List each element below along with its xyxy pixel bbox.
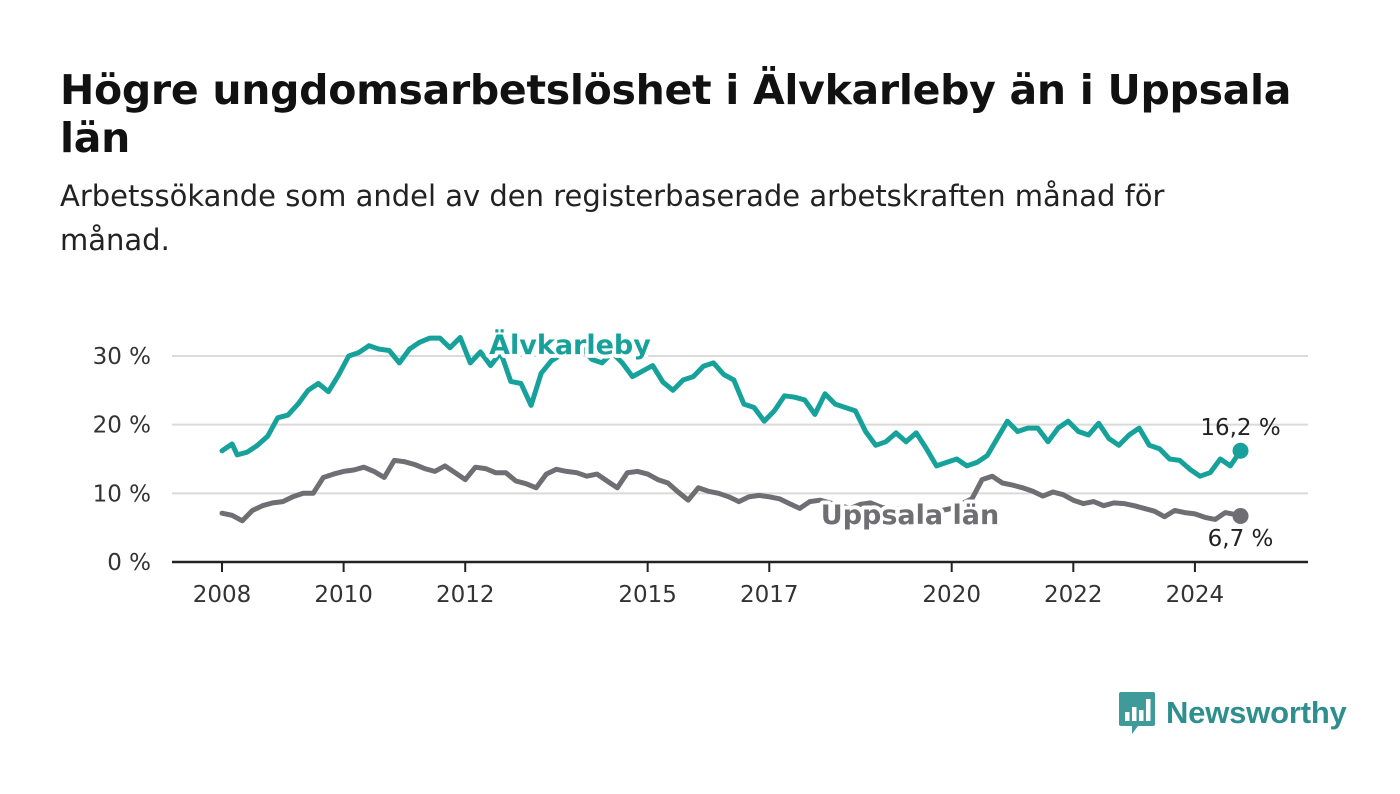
y-tick-label-20: 20 % [93,413,151,439]
y-tick-label-10: 10 % [93,481,151,507]
series-label-halo-alvkarleby: Älvkarleby [489,329,651,361]
x-tick-label-2012: 2012 [436,582,495,608]
x-tick-label-2015: 2015 [618,582,677,608]
x-tick-label-2008: 2008 [193,582,252,608]
x-tick-label-2010: 2010 [314,582,373,608]
y-tick-label-0: 0 % [107,550,151,576]
x-tick-label-2024: 2024 [1166,582,1225,608]
grid-lines [172,355,1308,564]
series-line-uppsala-lan [219,457,1243,524]
newsworthy-logo: Newsworthy [1118,690,1347,736]
x-tick-label-2017: 2017 [740,582,799,608]
x-tick-label-2020: 2020 [922,582,981,608]
end-value-label-alvkarleby: 16,2 % [1200,415,1280,441]
series-label-uppsala-lan: Uppsala län [821,500,999,531]
y-tick-label-30: 30 % [93,344,151,370]
series-end-point-alvkarleby [1232,442,1249,459]
series-lines [219,335,1249,524]
y-axis-ticks: 0 % 10 % 20 % 30 % [93,344,151,576]
series-label-alvkarleby: Älvkarleby [489,329,651,361]
end-value-label-uppsala-lan: 6,7 % [1208,526,1274,552]
x-tick-label-2022: 2022 [1044,582,1103,608]
bar-chart-speech-bubble-icon [1119,692,1155,734]
series-line-alvkarleby [219,335,1243,479]
series-end-point-uppsala-lan [1232,507,1249,524]
chart-subtitle: Arbetssökande som andel av den registerb… [60,179,1165,257]
x-axis-ticks: 2008 2010 2012 2015 2017 2020 2022 2024 [193,562,1224,608]
series-label-halo-uppsala-lan: Uppsala län [821,500,999,531]
chart-title: Högre ungdomsarbetslöshet i Älvkarleby ä… [60,66,1292,162]
brand-name: Newsworthy [1166,695,1347,730]
